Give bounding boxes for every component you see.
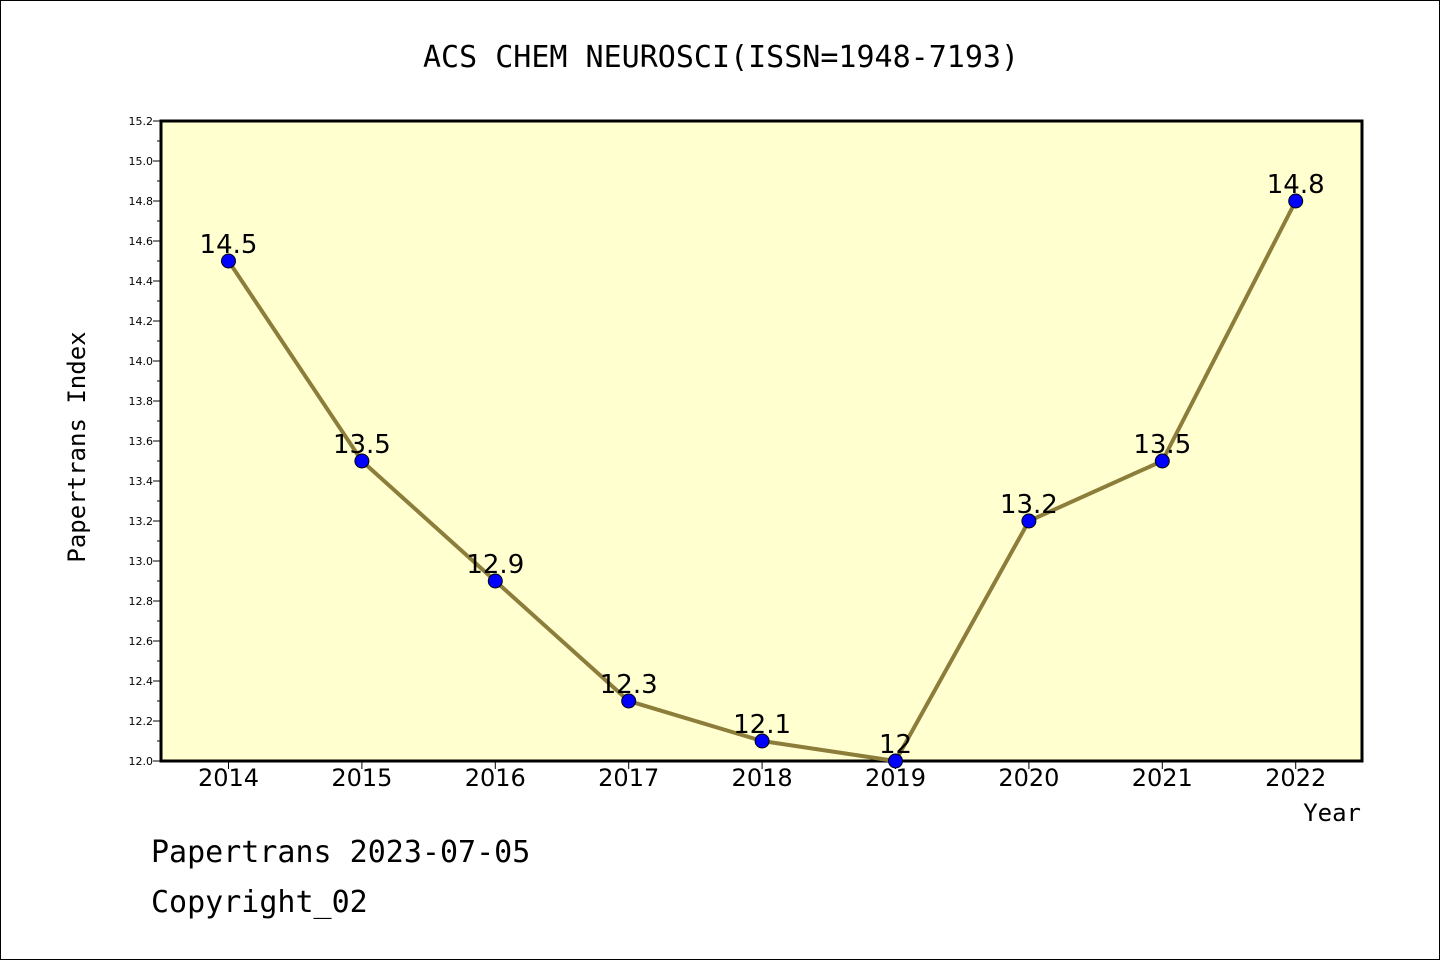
series-line: 14.5 13.5 12.9 12.3 12.1 12 13.2 13.5 14.8: [200, 170, 1325, 769]
x-axis-label: Year: [1303, 799, 1361, 827]
y-tick-label: 14.4: [129, 275, 154, 288]
x-tick-label: 2015: [331, 764, 392, 792]
x-tick-label: 2019: [865, 764, 926, 792]
data-point: [621, 693, 637, 709]
x-tick-label: 2018: [732, 764, 793, 792]
data-label: 14.5: [200, 230, 258, 260]
data-point: [1021, 513, 1037, 529]
y-tick-label: 12.0: [129, 755, 154, 768]
data-point: [888, 753, 903, 769]
y-tick-label: 13.4: [129, 475, 154, 488]
x-tick-label: 2021: [1132, 764, 1193, 792]
y-tick-label: 15.0: [129, 155, 154, 168]
data-label: 13.2: [1000, 490, 1058, 520]
y-tick-label: 13.0: [129, 555, 154, 568]
data-label: 12.3: [600, 670, 658, 700]
data-label: 13.5: [333, 430, 391, 460]
data-label: 13.5: [1133, 430, 1191, 460]
data-label: 12.9: [466, 550, 524, 580]
y-tick-label: 13.2: [129, 515, 154, 528]
y-tick-label: 12.4: [129, 675, 154, 688]
y-tick-label: 14.8: [129, 195, 154, 208]
data-label: 14.8: [1267, 170, 1325, 200]
footer-copyright: Copyright_02: [151, 885, 368, 920]
y-tick-label: 12.8: [129, 595, 154, 608]
x-tick-label: 2020: [998, 764, 1059, 792]
x-tick-label: 2016: [465, 764, 526, 792]
data-point: [487, 573, 503, 589]
data-point: [354, 453, 370, 469]
y-axis-label: Papertrans Index: [63, 331, 91, 562]
data-label: 12: [879, 730, 912, 760]
data-point: [1154, 453, 1170, 469]
plot-area: [159, 119, 1364, 763]
data-point: [754, 733, 770, 749]
footer-date: Papertrans 2023-07-05: [151, 835, 531, 870]
y-tick-label: 14.6: [129, 235, 154, 248]
y-axis: 12.0 12.2 12.4 12.6 12.8 13.0 13.2 13.4 13.6 13.8…: [129, 115, 161, 768]
data-point: [1288, 193, 1304, 209]
x-tick-label: 2017: [598, 764, 659, 792]
y-tick-label: 12.2: [129, 715, 154, 728]
y-tick-label: 14.0: [129, 355, 154, 368]
data-label: 12.1: [733, 710, 791, 740]
x-tick-label: 2022: [1265, 764, 1326, 792]
y-tick-label: 15.2: [129, 115, 154, 128]
y-tick-label: 13.6: [129, 435, 154, 448]
chart-title: ACS CHEM NEUROSCI(ISSN=1948-7193): [423, 40, 1019, 75]
data-point: [221, 253, 236, 269]
y-tick-label: 14.2: [129, 315, 154, 328]
y-tick-label: 12.6: [129, 635, 154, 648]
y-tick-label: 13.8: [129, 395, 154, 408]
x-tick-label: 2014: [198, 764, 259, 792]
x-axis: 2014 2015 2016 2017 2018 2019 2020 2021 2022: [198, 761, 1326, 792]
